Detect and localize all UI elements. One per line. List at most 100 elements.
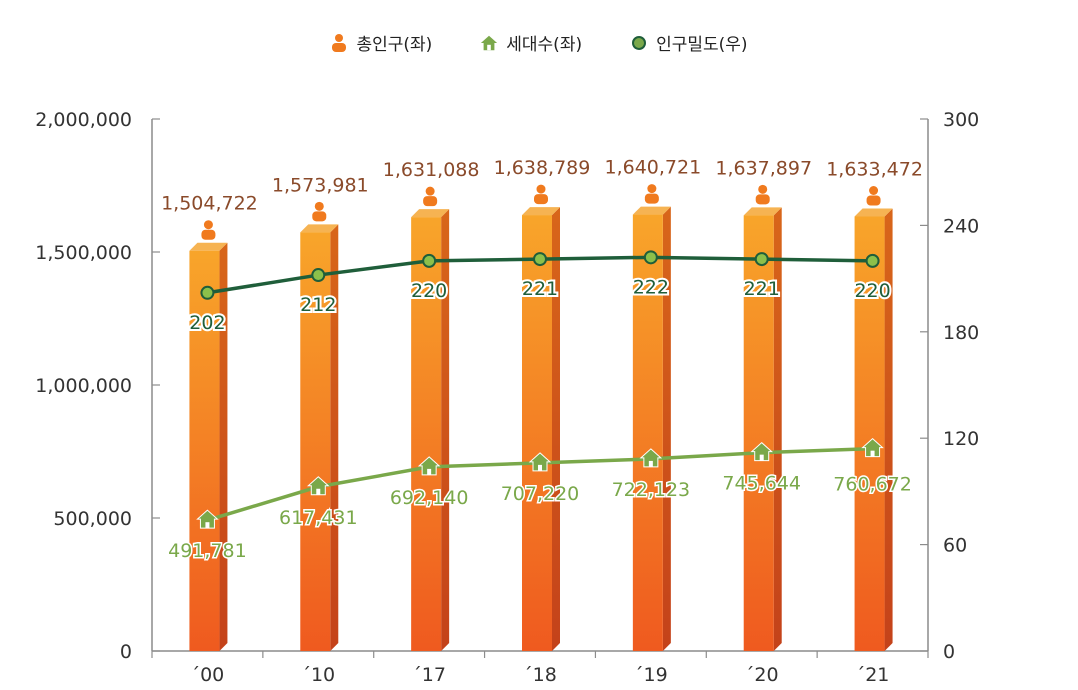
legend-item-households: 세대수(좌) — [480, 30, 582, 55]
house-icon — [639, 448, 663, 468]
x-tick-label: ´10 — [301, 664, 335, 686]
x-tick-label: ´21 — [856, 664, 890, 686]
bar-value-label: 1,640,721 — [605, 157, 702, 179]
density-value-label: 220 — [854, 280, 890, 302]
house-icon-door — [316, 488, 321, 495]
x-tick-label: ´20 — [745, 664, 779, 686]
y-right-tick-label: 300 — [943, 109, 979, 131]
house-icon — [528, 452, 552, 472]
bar-side — [552, 207, 560, 651]
person-icon-head — [869, 185, 879, 195]
density-value-label: 202 — [189, 312, 225, 334]
bar-population — [632, 214, 663, 651]
person-icon — [534, 184, 548, 205]
house-icon — [861, 437, 884, 458]
bar-side — [773, 207, 782, 651]
person-icon-body — [534, 194, 548, 205]
y-left-tick-label: 500,000 — [53, 508, 132, 530]
bar-population — [854, 216, 885, 651]
legend-label-population: 총인구(좌) — [356, 35, 433, 55]
bar-population — [189, 250, 220, 651]
person-icon-body — [423, 196, 438, 207]
person-icon-head — [758, 184, 768, 194]
person-icon-head — [203, 220, 213, 230]
person-icon-body — [644, 193, 659, 204]
y-left-tick-label: 2,000,000 — [35, 109, 132, 131]
bar-population — [300, 232, 331, 652]
bar-side — [884, 208, 893, 651]
density-value-label: 212 — [300, 294, 336, 316]
density-point — [200, 285, 215, 300]
households-value-label: 722,123 — [612, 479, 691, 501]
person-icon — [866, 185, 881, 206]
density-point — [311, 268, 326, 283]
x-tick-label: ´00 — [191, 664, 225, 686]
house-icon — [750, 441, 774, 462]
bar-top — [189, 242, 228, 251]
legend: 총인구(좌) 세대수(좌) 인구밀도(우) — [0, 30, 1078, 55]
y-right-tick-label: 120 — [943, 428, 979, 450]
density-point — [754, 252, 769, 267]
households-value-label: 491,781 — [168, 540, 247, 562]
households-value-label: 745,644 — [722, 473, 801, 495]
x-tick-label: ´17 — [412, 664, 446, 686]
y-left-tick-label: 1,500,000 — [35, 242, 132, 264]
households-value-label: 760,672 — [833, 474, 912, 496]
bar-top — [522, 207, 560, 216]
bar-side — [330, 224, 339, 652]
bar-side — [219, 242, 228, 651]
y-left-tick-label: 1,000,000 — [35, 375, 132, 397]
y-right-tick-label: 180 — [943, 322, 979, 344]
households-value-label: 617,431 — [279, 507, 358, 529]
house-icon-door — [648, 460, 653, 467]
house-icon-door — [538, 464, 542, 471]
x-tick-label: ´18 — [523, 664, 557, 686]
house-icon — [196, 509, 219, 529]
bar-value-label: 1,573,981 — [272, 174, 369, 196]
person-icon-body — [866, 195, 881, 206]
bar-top — [854, 208, 893, 217]
person-icon-body — [755, 194, 770, 205]
legend-label-density: 인구밀도(우) — [656, 35, 748, 55]
bar-side — [662, 206, 671, 651]
house-icon-door — [870, 450, 875, 457]
bar-side — [441, 209, 450, 651]
households-value-label: 692,140 — [390, 487, 469, 509]
person-icon-body — [312, 211, 327, 222]
person-icon — [644, 184, 659, 204]
density-value-label: 221 — [522, 278, 558, 300]
person-icon-head — [536, 184, 546, 194]
bar-population — [522, 215, 552, 651]
dot-marker-icon — [632, 35, 647, 50]
person-icon-head — [425, 186, 435, 196]
house-icon-door — [759, 454, 764, 461]
bar-value-label: 1,633,472 — [826, 158, 923, 180]
house-icon-door — [205, 522, 210, 529]
legend-item-population: 총인구(좌) — [330, 30, 432, 55]
bar-top — [300, 224, 339, 233]
person-icon — [755, 184, 770, 205]
bar-value-label: 1,638,789 — [494, 157, 591, 179]
legend-label-households: 세대수(좌) — [506, 35, 583, 55]
bar-population — [411, 217, 442, 651]
house-icon — [481, 35, 498, 50]
bar-population — [743, 215, 774, 651]
person-icon — [312, 201, 327, 222]
bar-value-label: 1,637,897 — [715, 157, 812, 179]
bar-value-label: 1,631,088 — [383, 159, 480, 181]
person-icon — [423, 186, 438, 207]
house-icon — [417, 456, 441, 476]
density-point — [643, 250, 658, 265]
density-point — [533, 252, 547, 267]
person-icon-body — [201, 229, 216, 240]
density-value-label: 222 — [633, 276, 669, 298]
y-right-tick-label: 0 — [943, 641, 955, 663]
person-icon — [201, 220, 216, 240]
y-left-tick-label: 0 — [120, 641, 132, 663]
bar-value-label: 1,504,722 — [161, 193, 258, 215]
density-value-label: 220 — [411, 280, 447, 302]
bar-top — [743, 207, 782, 216]
x-tick-label: ´19 — [634, 664, 668, 686]
y-right-tick-label: 60 — [943, 535, 967, 557]
